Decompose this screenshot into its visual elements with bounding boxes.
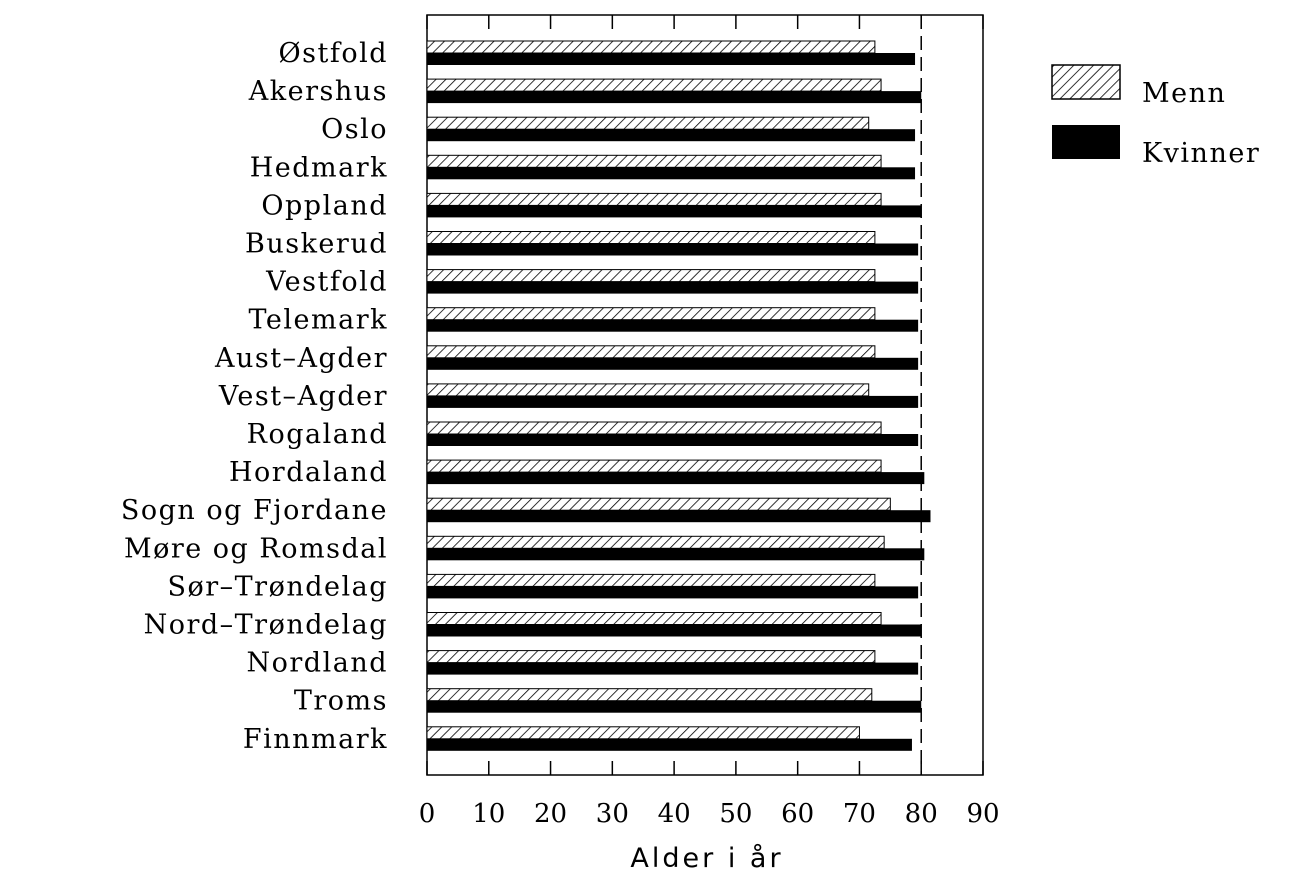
bar-kvinner xyxy=(427,624,922,637)
category-label: Telemark xyxy=(249,305,388,336)
category-label: Sør–Trøndelag xyxy=(168,571,389,602)
bar-menn xyxy=(426,78,882,92)
category-label: Møre og Romsdal xyxy=(124,533,388,564)
bar-menn xyxy=(426,573,876,587)
bar-kvinner xyxy=(427,434,919,446)
bar-kvinner xyxy=(427,243,919,256)
legend-swatch-menn xyxy=(1051,64,1121,100)
bar-kvinner xyxy=(427,281,919,294)
category-label: Oslo xyxy=(321,114,388,145)
legend-swatch-kvinner xyxy=(1052,125,1120,159)
category-label: Rogaland xyxy=(247,419,388,450)
category-label: Nordland xyxy=(247,648,388,679)
bar-menn xyxy=(426,269,876,283)
legend-label-kvinner: Kvinner xyxy=(1142,138,1260,169)
category-label: Hordaland xyxy=(229,457,388,488)
category-label: Aust–Agder xyxy=(214,343,388,374)
category-labels: Østfold Akershus Oslo Hedmark Oppland Buskeru… xyxy=(121,38,389,755)
x-tick-label: 60 xyxy=(781,799,814,829)
bar-kvinner xyxy=(427,700,922,713)
category-label: Akershus xyxy=(248,76,388,107)
legend: Menn Kvinner xyxy=(1051,64,1260,169)
bar-menn xyxy=(426,154,882,168)
bar-menn xyxy=(426,650,876,664)
bar-kvinner xyxy=(427,167,916,180)
bar-kvinner xyxy=(427,548,925,561)
category-label: Oppland xyxy=(261,190,388,221)
x-tick-label: 70 xyxy=(843,799,876,829)
x-tick-label: 10 xyxy=(472,799,505,829)
bar-kvinner xyxy=(427,472,925,485)
bar-kvinner xyxy=(427,738,912,751)
category-label: Vest–Agder xyxy=(218,381,388,412)
bar-menn xyxy=(426,307,876,321)
bar-kvinner xyxy=(427,205,922,218)
category-label: Østfold xyxy=(278,38,388,69)
bar-menn xyxy=(426,688,873,702)
x-tick-label: 90 xyxy=(966,799,999,829)
bar-menn xyxy=(426,497,891,511)
bars xyxy=(426,40,931,751)
bar-kvinner xyxy=(427,319,919,332)
bar-menn xyxy=(426,116,870,130)
bar-kvinner xyxy=(427,357,919,370)
bar-kvinner xyxy=(427,662,919,675)
bar-menn xyxy=(426,192,882,206)
category-label: Hedmark xyxy=(250,152,388,183)
bar-kvinner xyxy=(427,510,931,523)
category-label: Sogn og Fjordane xyxy=(121,495,388,526)
x-axis-ticks: 0 10 20 30 40 50 60 70 80 90 xyxy=(419,15,1000,829)
x-tick-label: 30 xyxy=(596,799,629,829)
bar-menn xyxy=(426,726,860,740)
category-label: Troms xyxy=(294,686,388,717)
bar-menn xyxy=(426,535,885,549)
x-tick-label: 40 xyxy=(658,799,691,829)
bar-menn xyxy=(426,459,882,473)
legend-label-menn: Menn xyxy=(1142,78,1226,109)
x-tick-label: 0 xyxy=(419,799,436,829)
bar-menn xyxy=(426,40,876,54)
category-label: Buskerud xyxy=(245,229,388,260)
bar-menn xyxy=(426,421,882,435)
bar-kvinner xyxy=(427,395,919,408)
x-tick-label: 50 xyxy=(719,799,752,829)
bar-kvinner xyxy=(427,586,919,599)
x-tick-label: 80 xyxy=(905,799,938,829)
bar-menn xyxy=(426,612,882,625)
x-tick-label: 20 xyxy=(534,799,567,829)
bar-menn xyxy=(426,231,876,244)
category-label: Finnmark xyxy=(243,724,388,755)
bar-kvinner xyxy=(427,53,916,65)
x-axis-title: Alder i år xyxy=(630,843,783,874)
bar-kvinner xyxy=(427,129,916,142)
category-label: Nord–Trøndelag xyxy=(144,610,388,641)
bar-menn xyxy=(426,345,876,359)
category-label: Vestfold xyxy=(265,267,388,298)
bar-kvinner xyxy=(427,91,922,104)
bar-menn xyxy=(426,383,870,397)
